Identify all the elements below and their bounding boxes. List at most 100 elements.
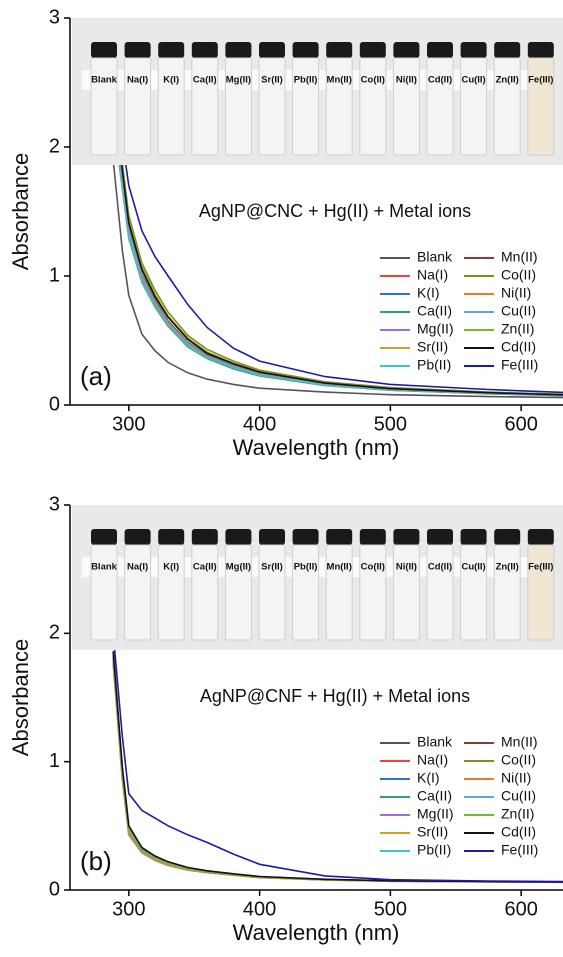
vial-label: Pb(II) — [294, 562, 318, 573]
y-axis-label: Absorbance — [8, 153, 33, 270]
vial-label: Cu(II) — [461, 75, 485, 86]
legend-label: Sr(II) — [417, 339, 448, 355]
vial-cap — [225, 529, 252, 545]
x-tick-label: 600 — [504, 413, 537, 435]
vial-label: K(I) — [163, 562, 179, 573]
x-tick-label: 600 — [504, 898, 537, 920]
vial-cap — [393, 529, 420, 545]
vial-body — [359, 544, 387, 641]
legend-label: Cd(II) — [501, 824, 536, 840]
legend-label: Blank — [417, 734, 453, 750]
legend-label: K(I) — [417, 770, 440, 786]
legend-label: Na(I) — [417, 752, 448, 768]
vial-body — [292, 57, 320, 156]
x-tick-label: 300 — [112, 413, 145, 435]
vial-body — [191, 57, 219, 156]
y-tick-label: 0 — [49, 878, 60, 900]
vial-label: Sr(II) — [261, 562, 283, 573]
vial-body — [426, 544, 454, 641]
annotation: AgNP@CNC + Hg(II) + Metal ions — [199, 201, 471, 221]
vial-label: Mg(II) — [226, 75, 251, 86]
y-tick-label: 3 — [49, 493, 60, 515]
legend-label: Cd(II) — [501, 339, 536, 355]
x-tick-label: 400 — [243, 898, 276, 920]
x-axis-label: Wavelength (nm) — [233, 435, 400, 460]
legend-label: Ca(II) — [417, 788, 452, 804]
vial-body — [493, 57, 521, 156]
vial-cap — [158, 529, 185, 545]
vial-cap — [292, 42, 319, 58]
vial-body — [258, 57, 286, 156]
legend-label: Pb(II) — [417, 357, 451, 373]
y-tick-label: 2 — [49, 622, 60, 644]
vial-body — [325, 544, 353, 641]
vial-label: Co(II) — [361, 75, 385, 86]
vial-label: Zn(II) — [496, 75, 519, 86]
x-tick-label: 500 — [374, 898, 407, 920]
legend-label: Zn(II) — [501, 806, 534, 822]
legend-label: Sr(II) — [417, 824, 448, 840]
vial-body — [157, 57, 185, 156]
vial-cap — [527, 529, 554, 545]
spectrum-line — [112, 651, 563, 883]
legend-label: Fe(III) — [501, 842, 538, 858]
vial-body — [90, 544, 118, 641]
vial-cap — [460, 529, 487, 545]
vial-body — [527, 57, 555, 156]
vial-cap — [494, 529, 521, 545]
vial-label: K(I) — [163, 75, 179, 86]
vial-label: Ca(II) — [193, 75, 217, 86]
vial-label: Co(II) — [361, 562, 385, 573]
vial-cap — [124, 529, 151, 545]
legend-label: Mn(II) — [501, 249, 538, 265]
legend-label: Ni(II) — [501, 285, 531, 301]
vial-body — [157, 544, 185, 641]
vial-cap — [326, 529, 353, 545]
y-tick-label: 1 — [49, 750, 60, 772]
vial-label: Mg(II) — [226, 562, 251, 573]
legend-label: Mn(II) — [501, 734, 538, 750]
legend-label: Fe(III) — [501, 357, 538, 373]
legend-label: Na(I) — [417, 267, 448, 283]
vial-body — [493, 544, 521, 641]
vial-cap — [91, 42, 117, 58]
vial-label: Na(I) — [127, 562, 148, 573]
vial-cap — [494, 42, 521, 58]
y-axis-label: Absorbance — [8, 639, 33, 756]
vial-cap — [460, 42, 487, 58]
legend-label: Cu(II) — [501, 788, 536, 804]
spectrum-line — [112, 100, 563, 396]
vial-label: Ni(II) — [396, 562, 417, 573]
vial-cap — [427, 529, 453, 545]
legend-label: Cu(II) — [501, 303, 536, 319]
legend-label: Co(II) — [501, 267, 536, 283]
vial-label: Cd(II) — [428, 562, 452, 573]
spectrum-line — [112, 109, 563, 397]
vial-label: Ca(II) — [193, 562, 217, 573]
annotation: AgNP@CNF + Hg(II) + Metal ions — [200, 686, 470, 706]
vial-body — [392, 544, 420, 641]
y-tick-label: 2 — [49, 135, 60, 157]
vial-cap — [527, 42, 554, 58]
legend-label: Pb(II) — [417, 842, 451, 858]
vial-cap — [259, 42, 285, 58]
panel-label: (a) — [80, 361, 112, 391]
legend-label: Blank — [417, 249, 453, 265]
vial-label: Mn(II) — [327, 562, 352, 573]
vial-label: Blank — [91, 75, 118, 86]
vial-cap — [158, 42, 185, 58]
y-tick-label: 1 — [49, 264, 60, 286]
legend-label: Zn(II) — [501, 321, 534, 337]
legend-label: Co(II) — [501, 752, 536, 768]
vial-label: Mn(II) — [327, 75, 352, 86]
vial-body — [224, 57, 252, 156]
vial-body — [392, 57, 420, 156]
vial-label: Cu(II) — [461, 562, 485, 573]
x-tick-label: 400 — [243, 413, 276, 435]
vial-label: Sr(II) — [261, 75, 283, 86]
vial-cap — [393, 42, 420, 58]
vial-cap — [225, 42, 252, 58]
vial-body — [292, 544, 320, 641]
